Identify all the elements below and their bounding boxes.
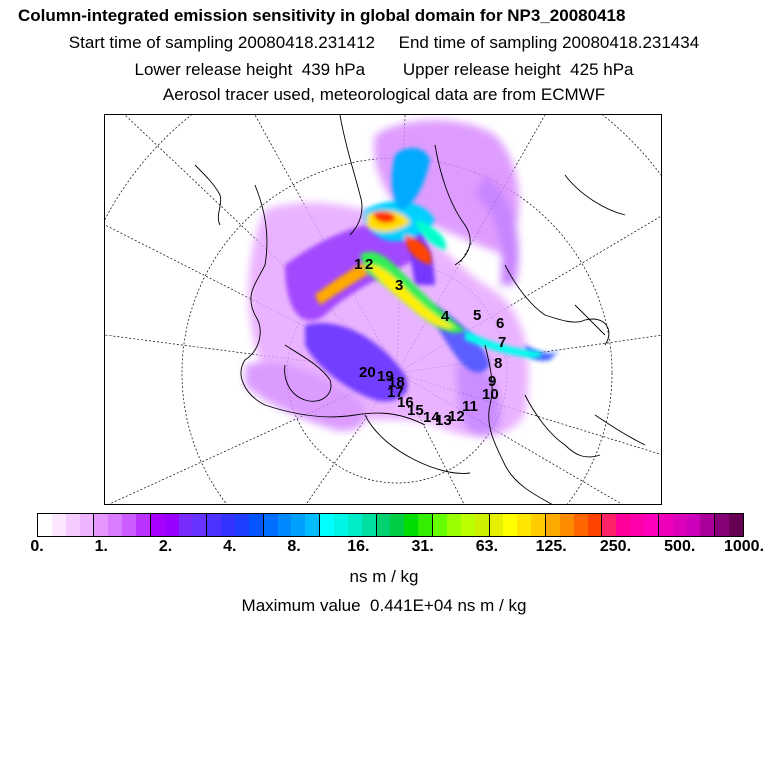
point-label: 19 bbox=[377, 368, 394, 385]
colorbar-cell bbox=[544, 514, 560, 536]
colorbar-cell bbox=[573, 514, 588, 536]
colorbar-cell bbox=[334, 514, 348, 536]
colorbar-cell bbox=[51, 514, 66, 536]
point-label: 17 bbox=[387, 384, 404, 401]
colorbar-cell bbox=[235, 514, 249, 536]
colorbar-tick-label: 0. bbox=[30, 538, 44, 555]
colorbar-tick-label: 1. bbox=[94, 538, 108, 555]
colorbar-cell bbox=[248, 514, 263, 536]
point-label: 7 bbox=[498, 334, 506, 351]
point-label: 5 bbox=[473, 307, 481, 324]
colorbar-cell bbox=[65, 514, 80, 536]
colorbar-cell bbox=[432, 514, 447, 536]
colorbar-cell bbox=[503, 514, 518, 536]
colorbar-cell bbox=[108, 514, 123, 536]
colorbar-cell bbox=[488, 514, 504, 536]
colorbar-tick-label: 4. bbox=[223, 538, 237, 555]
colorbar-tick-label: 250. bbox=[599, 538, 632, 555]
colorbar-cell bbox=[277, 514, 292, 536]
colorbar-cell bbox=[164, 514, 179, 536]
point-label: 12 bbox=[448, 408, 465, 425]
point-label: 10 bbox=[482, 386, 499, 403]
colorbar-cell bbox=[630, 514, 644, 536]
point-label: 20 bbox=[359, 364, 376, 381]
colorbar-tick-label: 31. bbox=[411, 538, 434, 555]
colorbar-cell bbox=[221, 514, 236, 536]
colorbar-tick-label: 500. bbox=[664, 538, 696, 555]
maximum-value-text: Maximum value 0.441E+04 ns m / kg bbox=[241, 596, 527, 615]
colorbar-cell bbox=[601, 514, 617, 536]
colorbar-cell bbox=[206, 514, 222, 536]
release-height-line: Lower release height 439 hPa Upper relea… bbox=[134, 60, 634, 79]
colorbar-cell bbox=[418, 514, 433, 536]
colorbar-cell bbox=[474, 514, 489, 536]
sampling-time-line: Start time of sampling 20080418.231412 E… bbox=[68, 33, 700, 52]
colorbar-cell bbox=[686, 514, 701, 536]
colorbar-cell bbox=[149, 514, 165, 536]
colorbar-cell bbox=[587, 514, 602, 536]
plume-high-sensitivity bbox=[315, 148, 543, 358]
point-label: 4 bbox=[441, 308, 450, 325]
colorbar-cell bbox=[729, 514, 743, 536]
plot-title: Column-integrated emission sensitivity i… bbox=[18, 6, 626, 25]
colorbar-cell bbox=[262, 514, 278, 536]
point-label: 18 bbox=[388, 374, 405, 391]
colorbar-cell bbox=[122, 514, 137, 536]
colorbar-cell bbox=[361, 514, 376, 536]
point-label: 8 bbox=[494, 355, 502, 372]
point-label: 11 bbox=[462, 398, 478, 415]
colorbar-cell bbox=[38, 514, 52, 536]
colorbar-cell bbox=[700, 514, 715, 536]
colorbar-cell bbox=[657, 514, 673, 536]
colorbar-cell bbox=[404, 514, 419, 536]
colorbar-cell bbox=[643, 514, 658, 536]
point-label: 9 bbox=[488, 373, 496, 390]
tracer-info-line: Aerosol tracer used, meteorological data… bbox=[162, 85, 606, 104]
colorbar-tick-label: 63. bbox=[475, 538, 499, 555]
colorbar-cell bbox=[291, 514, 306, 536]
point-label: 14 bbox=[423, 409, 440, 426]
point-label: 6 bbox=[496, 315, 504, 332]
colorbar-cell bbox=[446, 514, 461, 536]
colorbar-cell bbox=[305, 514, 320, 536]
colorbar-tick-label: 8. bbox=[287, 538, 301, 555]
colorbar-tick-label: 1000. bbox=[723, 538, 765, 555]
colorbar bbox=[37, 513, 744, 537]
colorbar-units: ns m / kg bbox=[349, 567, 419, 586]
colorbar-cell bbox=[192, 514, 207, 536]
colorbar-cell bbox=[714, 514, 730, 536]
colorbar-tick-label: 125. bbox=[535, 538, 567, 555]
colorbar-cell bbox=[531, 514, 545, 536]
colorbar-cell bbox=[319, 514, 335, 536]
colorbar-cell bbox=[79, 514, 94, 536]
colorbar-cell bbox=[347, 514, 362, 536]
emission-sensitivity-map: 1 2 3 4 5 6 7 8 9 10 11 12 13 14 15 16 1… bbox=[104, 114, 662, 505]
point-label: 16 bbox=[397, 394, 414, 411]
colorbar-cell bbox=[616, 514, 631, 536]
colorbar-cell bbox=[672, 514, 687, 536]
point-label: 1 bbox=[354, 256, 362, 273]
point-label: 2 bbox=[365, 256, 373, 273]
point-label: 15 bbox=[407, 402, 424, 419]
colorbar-cell bbox=[136, 514, 150, 536]
coastlines bbox=[194, 115, 646, 504]
trajectory-labels: 1 2 3 4 5 6 7 8 9 10 11 12 13 14 15 16 1… bbox=[354, 256, 506, 429]
point-label: 3 bbox=[395, 277, 403, 294]
colorbar-cell bbox=[390, 514, 405, 536]
colorbar-cell bbox=[375, 514, 391, 536]
colorbar-tick-label: 2. bbox=[158, 538, 173, 555]
colorbar-tick-label: 16. bbox=[347, 538, 370, 555]
colorbar-cell bbox=[460, 514, 475, 536]
colorbar-cell bbox=[93, 514, 109, 536]
colorbar-cell bbox=[517, 514, 532, 536]
colorbar-cell bbox=[178, 514, 193, 536]
point-label: 13 bbox=[435, 412, 452, 429]
colorbar-cell bbox=[559, 514, 574, 536]
